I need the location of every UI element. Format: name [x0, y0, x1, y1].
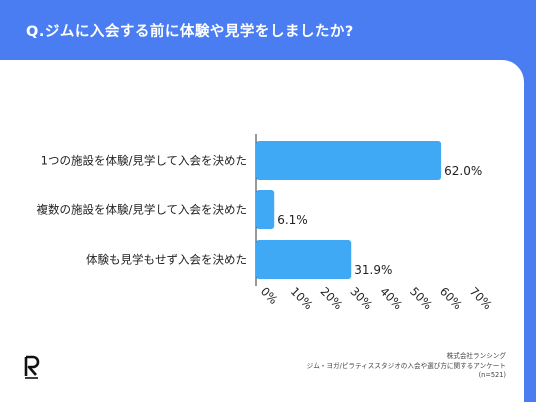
chart-card: [0, 60, 524, 402]
category-label: 1つの施設を体験/見学して入会を決めた: [41, 154, 247, 168]
x-tick-label: 10%: [288, 284, 316, 312]
x-tick-label: 70%: [467, 284, 495, 312]
category-label: 複数の施設を体験/見学して入会を決めた: [36, 203, 247, 217]
x-tick-label: 50%: [407, 284, 435, 312]
source-company: 株式会社ランシング: [446, 352, 506, 360]
x-tick-label: 40%: [377, 284, 405, 312]
x-tick-label: 20%: [318, 284, 346, 312]
bar: [256, 240, 352, 279]
source-sample-size: (n=521): [478, 371, 506, 379]
source-survey: ジム・ヨガ/ピラティススタジオの入会や選び方に関するアンケート: [306, 361, 506, 370]
x-tick-label: 0%: [258, 284, 281, 307]
category-label: 体験も見学もせず入会を決めた: [86, 253, 247, 267]
x-tick-label: 60%: [437, 284, 465, 312]
bar: [256, 141, 442, 180]
value-label: 6.1%: [277, 213, 308, 227]
value-label: 62.0%: [444, 164, 482, 178]
value-label: 31.9%: [354, 263, 392, 277]
source-note: 株式会社ランシング ジム・ヨガ/ピラティススタジオの入会や選び方に関するアンケー…: [307, 352, 506, 381]
x-tick-label: 30%: [347, 284, 375, 312]
ranking-r-logo-icon: [24, 355, 40, 379]
bar: [256, 190, 275, 229]
chart-title: Q.ジムに入会する前に体験や見学をしましたか?: [26, 24, 354, 40]
